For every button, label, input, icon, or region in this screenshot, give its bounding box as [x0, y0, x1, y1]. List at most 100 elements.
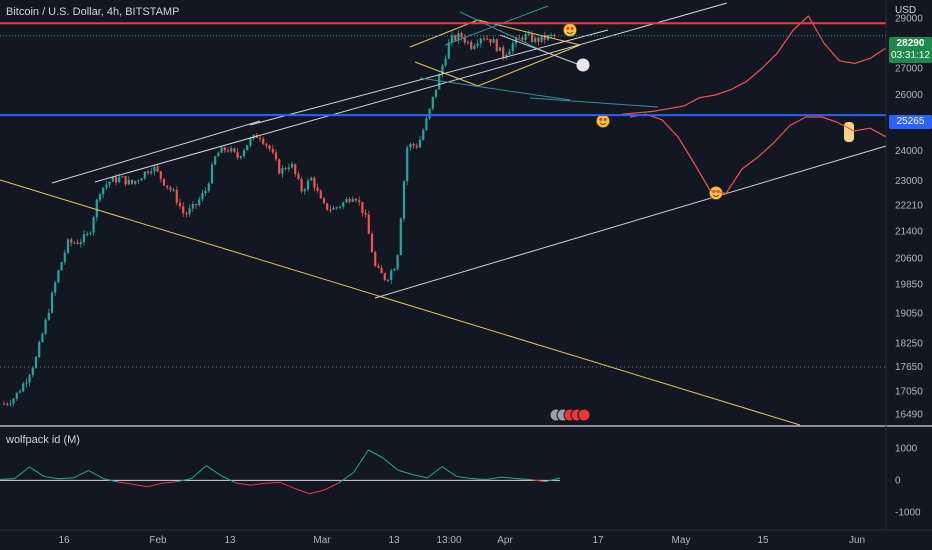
price-tick-label: 16490 [895, 410, 923, 421]
indicator-title[interactable]: wolfpack id (M) [6, 434, 80, 446]
emoji-marker-top-eye-left [566, 27, 570, 30]
candle-body [92, 217, 95, 233]
candle-body [185, 213, 188, 215]
candle-body [415, 145, 418, 148]
candle-body [249, 138, 252, 146]
indicator-segment [545, 477, 561, 483]
blue-level-tag: 25265 [889, 115, 932, 129]
indicator-tick-label: -1000 [895, 507, 921, 518]
price-tick-label: 29000 [895, 13, 923, 24]
flag-line-1 [459, 11, 546, 53]
candle-body [284, 168, 287, 170]
indicator-segment [235, 482, 251, 486]
time-tick-label: 16 [58, 535, 70, 546]
candle-body [524, 34, 527, 40]
candle-body [121, 176, 124, 178]
descending-trendline [0, 179, 801, 426]
candle-body [505, 54, 508, 58]
flag-line-4 [529, 97, 659, 108]
candle-body [15, 392, 18, 399]
candle-body [188, 208, 191, 215]
indicator-segment [73, 470, 89, 479]
price-tick-label: 17050 [895, 386, 923, 397]
indicator-segment [441, 466, 458, 477]
candle-body [534, 37, 537, 42]
candle-body [450, 35, 454, 43]
forecast-path-upper [621, 15, 887, 115]
candle-body [367, 214, 370, 234]
candle-body [134, 180, 137, 184]
price-tick-label: 18250 [895, 339, 923, 350]
candle-body [438, 74, 441, 90]
wedge-bottom [414, 61, 479, 87]
indicator-segment [368, 449, 384, 459]
time-tick-label: Mar [313, 535, 331, 546]
candle-body [374, 252, 377, 266]
indicator-segment [103, 477, 119, 483]
candle-body [358, 200, 361, 203]
candle-body [150, 171, 153, 174]
candle-body [310, 177, 313, 181]
channel-lower-line [374, 145, 887, 299]
candle-body [262, 138, 265, 144]
price-tick-label: 22210 [895, 201, 923, 212]
candle-body [470, 41, 473, 49]
indicator-segment [353, 449, 369, 473]
candle-body [98, 194, 102, 200]
candle-body [108, 181, 111, 185]
candle-body [114, 177, 118, 183]
candle-body [319, 190, 322, 199]
indicator-segment [206, 465, 222, 477]
indicator-segment [456, 476, 472, 479]
candle-body [204, 190, 207, 194]
time-tick-label: Apr [497, 535, 513, 546]
candle-body [377, 265, 380, 268]
candle-body [226, 150, 230, 152]
indicator-segment [501, 476, 516, 479]
projection-line [499, 34, 581, 66]
candle-body [82, 234, 86, 243]
candle-body [370, 233, 374, 253]
candle-body [38, 342, 41, 358]
indicator-segment [147, 482, 163, 488]
candle-body [271, 148, 274, 153]
candle-body [466, 41, 470, 43]
candle-body [498, 47, 502, 51]
candle-body [537, 37, 540, 42]
candle-body [316, 187, 319, 191]
candle-body [428, 108, 431, 119]
candle-body [169, 187, 172, 190]
time-tick-label: May [672, 535, 691, 546]
candle-body [105, 184, 108, 188]
indicator-segment [220, 475, 237, 484]
indicator-segment [323, 482, 340, 491]
candle-body [281, 168, 284, 174]
candle-body [127, 179, 130, 185]
candle-body [287, 167, 290, 170]
candle-body [550, 34, 553, 36]
symbol-title[interactable]: Bitcoin / U.S. Dollar, 4h, BITSTAMP [6, 6, 180, 18]
candle-body [156, 166, 159, 172]
candle-body [159, 171, 162, 179]
flag-line-2 [444, 5, 549, 46]
indicator-segment [0, 477, 15, 480]
candle-body [233, 148, 236, 152]
candle-body [57, 270, 60, 283]
candle-body [303, 189, 306, 192]
indicator-segment [14, 466, 30, 479]
candle-body [306, 180, 310, 190]
indicator-tick-label: 0 [895, 475, 901, 486]
candle-body [342, 202, 345, 207]
candle-body [463, 37, 466, 43]
candle-body [338, 206, 342, 208]
candle-body [313, 177, 316, 188]
candle-body [214, 156, 217, 165]
candle-body [441, 65, 444, 75]
indicator-segment [412, 474, 428, 479]
horizontal-levels [0, 22, 886, 368]
candle-body [86, 234, 89, 236]
indicator-segment [58, 477, 74, 480]
indicator-segment [471, 477, 487, 480]
forecast-paths [621, 15, 887, 194]
